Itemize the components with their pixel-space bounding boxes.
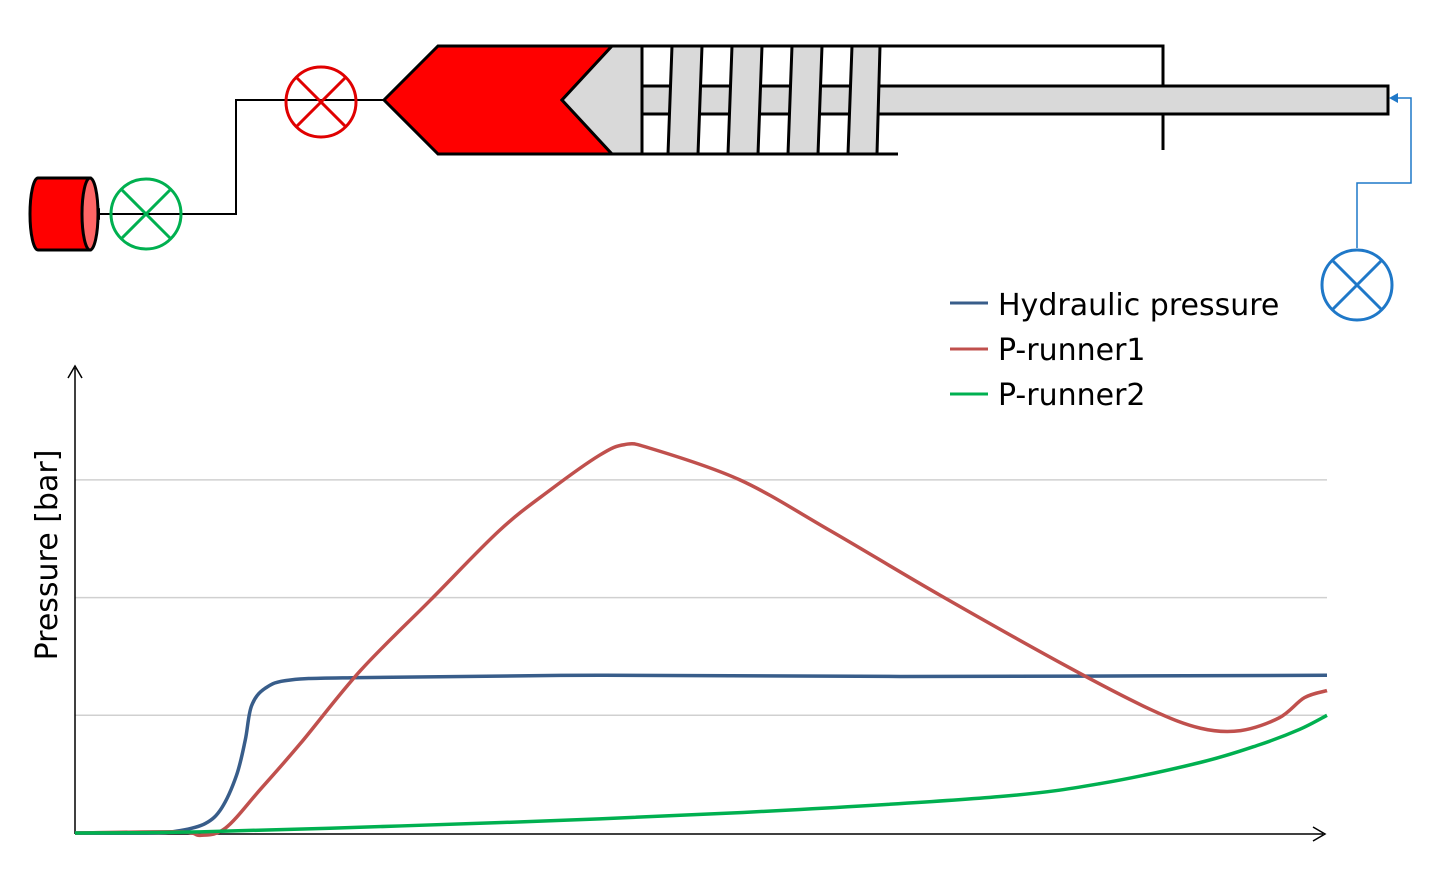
sensor-line bbox=[1356, 97, 1412, 248]
screw-tip bbox=[559, 44, 644, 156]
gridlines bbox=[75, 479, 1327, 717]
series-lines bbox=[74, 441, 1328, 838]
blue-valve-icon bbox=[1320, 248, 1394, 322]
screw-flight bbox=[666, 44, 704, 156]
screw-flight bbox=[786, 44, 824, 156]
legend-label-runner1: P-runner1 bbox=[998, 333, 1146, 368]
injection-unit-schematic bbox=[28, 44, 1412, 322]
red-valve-icon bbox=[284, 65, 358, 139]
screw-flight bbox=[846, 44, 882, 156]
series-line-hydraulic-pressure bbox=[74, 673, 1328, 835]
runner-pipe bbox=[92, 99, 384, 215]
screw-shaft bbox=[640, 84, 1390, 116]
legend-label-runner2: P-runner2 bbox=[998, 378, 1146, 413]
mold-cavity-icon bbox=[28, 176, 100, 252]
screw-flight bbox=[726, 44, 764, 156]
green-valve-icon bbox=[109, 177, 183, 251]
arrow-head-icon bbox=[1389, 93, 1398, 103]
legend: Hydraulic pressure P-runner1 P-runner2 bbox=[950, 288, 1279, 413]
series-line-p-runner1 bbox=[74, 441, 1328, 838]
series-line-p-runner2 bbox=[74, 713, 1328, 835]
chart: Pressure [bar] Hydraulic pressure P-runn… bbox=[30, 288, 1328, 842]
legend-label-hydraulic: Hydraulic pressure bbox=[998, 288, 1279, 323]
y-axis-label: Pressure [bar] bbox=[30, 450, 65, 661]
y-axis-arrow-icon bbox=[67, 364, 83, 379]
x-axis-arrow-icon bbox=[1312, 826, 1327, 842]
screw-flights bbox=[666, 44, 882, 156]
barrel-gap bbox=[898, 150, 1168, 158]
